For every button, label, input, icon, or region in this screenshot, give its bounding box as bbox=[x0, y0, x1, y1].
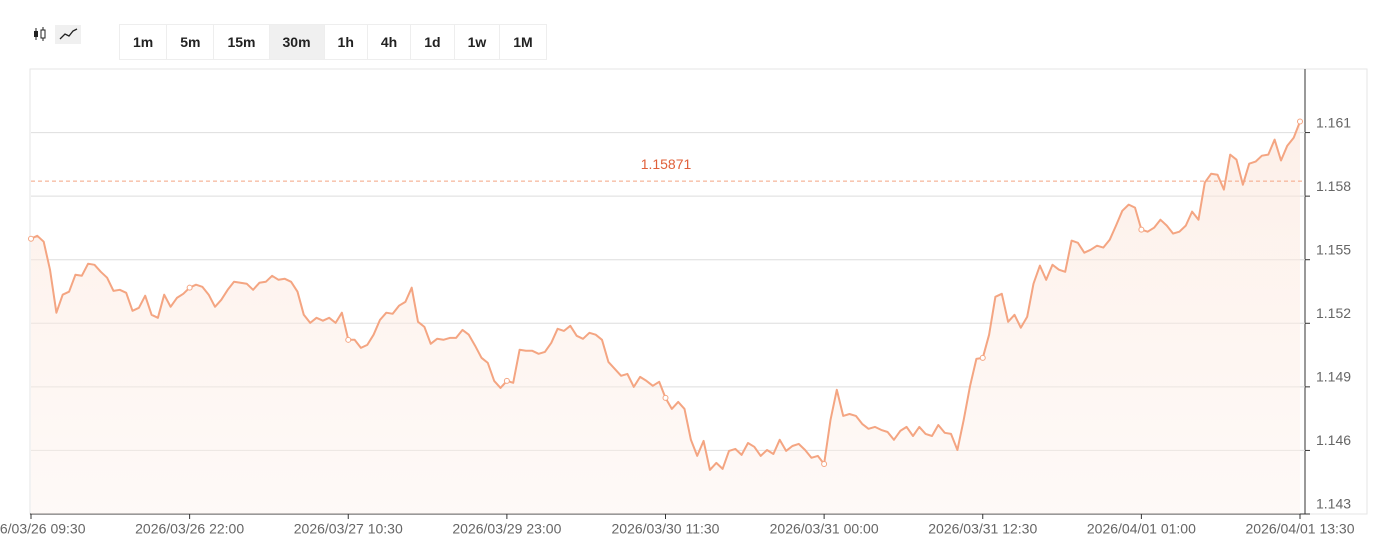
y-tick-label: 1.149 bbox=[1316, 369, 1351, 385]
y-tick-label: 1.152 bbox=[1316, 305, 1351, 321]
interval-button[interactable]: 5m bbox=[167, 25, 215, 59]
x-tick-label: 2026/04/01 13:30 bbox=[1246, 521, 1355, 537]
point-marker bbox=[28, 235, 34, 242]
last-price-label: 1.15871 bbox=[641, 156, 692, 172]
y-tick-label: 1.143 bbox=[1316, 496, 1351, 512]
candle-icon[interactable] bbox=[34, 27, 46, 41]
chart-type-icons bbox=[34, 25, 81, 44]
interval-button[interactable]: 15m bbox=[214, 25, 270, 59]
x-tick-label: 2026/03/30 11:30 bbox=[612, 521, 720, 537]
y-tick-label: 1.158 bbox=[1316, 178, 1351, 194]
point-marker bbox=[503, 377, 510, 384]
point-marker bbox=[186, 284, 193, 291]
area bbox=[31, 121, 1300, 514]
x-tick-label: 2026/03/31 00:00 bbox=[770, 521, 879, 537]
interval-button[interactable]: 1M bbox=[513, 34, 533, 50]
y-tick-label: 1.161 bbox=[1316, 114, 1351, 130]
interval-toolbar: 1m 5m 15m 30m 1h 4h 1d 1w 1M bbox=[119, 24, 547, 60]
point-marker bbox=[1297, 118, 1303, 125]
point-marker bbox=[979, 354, 986, 361]
interval-button[interactable]: 1h bbox=[325, 25, 368, 59]
interval-button[interactable]: 1w bbox=[455, 25, 501, 59]
point-marker bbox=[1138, 226, 1145, 233]
interval-button[interactable]: 30m bbox=[269, 25, 325, 59]
x-tick-label: 2026/04/01 01:00 bbox=[1087, 521, 1196, 537]
x-tick-label: 2026/03/27 10:30 bbox=[294, 521, 403, 537]
x-tick-label: 2026/03/29 23:00 bbox=[452, 521, 561, 537]
x-tick-label: 2026/03/26 09:30 bbox=[0, 521, 86, 537]
point-marker bbox=[662, 394, 669, 401]
y-tick-label: 1.146 bbox=[1316, 432, 1351, 448]
line-icon[interactable] bbox=[59, 28, 78, 40]
interval-button[interactable]: 1m bbox=[120, 25, 168, 59]
x-tick-label: 2026/03/31 12:30 bbox=[928, 521, 1037, 537]
interval-button[interactable]: 4h bbox=[368, 25, 412, 59]
point-marker bbox=[345, 336, 352, 343]
point-marker bbox=[821, 460, 828, 467]
y-tick-label: 1.155 bbox=[1316, 241, 1351, 257]
x-tick-label: 2026/03/26 22:00 bbox=[135, 521, 244, 537]
interval-button[interactable]: 1d bbox=[411, 25, 455, 59]
